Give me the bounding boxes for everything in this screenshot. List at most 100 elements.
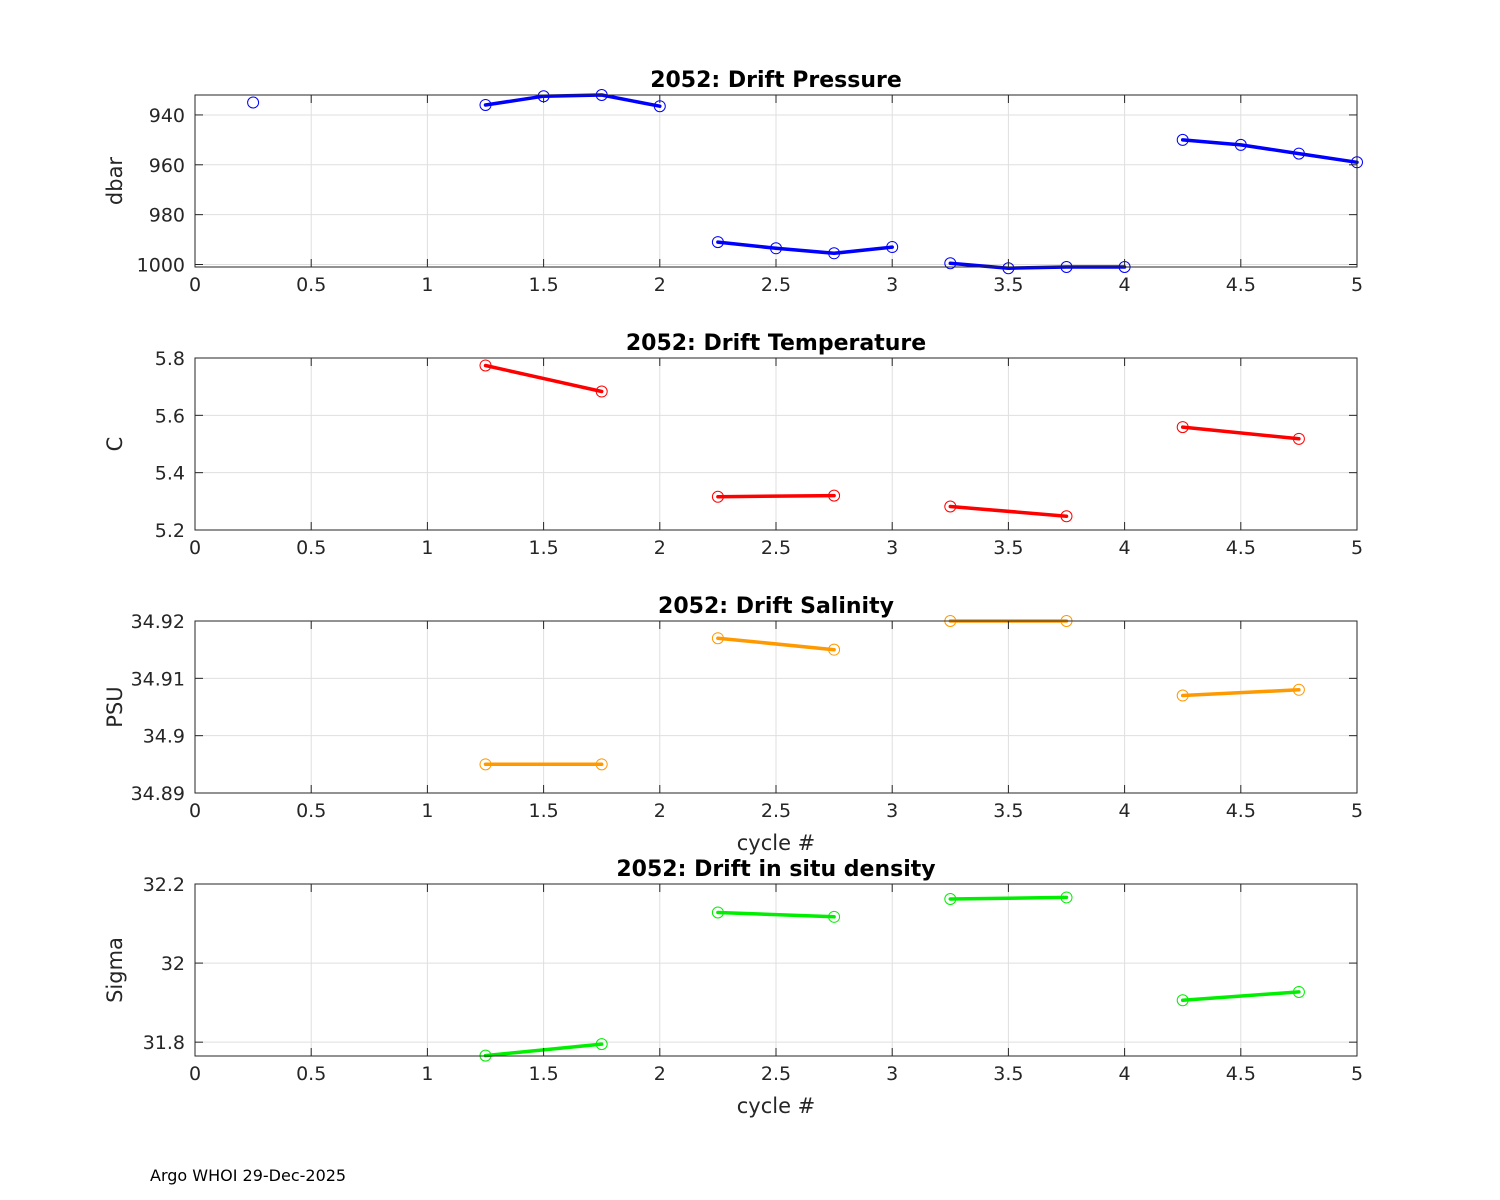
x-tick-label: 4 xyxy=(1119,800,1131,822)
y-axis-label: PSU xyxy=(103,686,127,727)
x-tick-label: 4.5 xyxy=(1226,537,1256,559)
x-tick-label: 3 xyxy=(886,1063,898,1085)
x-tick-label: 1 xyxy=(421,537,433,559)
y-tick-label: 34.91 xyxy=(131,668,185,690)
data-point-marker xyxy=(479,359,492,372)
data-point-marker xyxy=(828,247,841,260)
x-tick-label: 4 xyxy=(1119,537,1131,559)
series-line xyxy=(716,493,836,499)
data-point-marker xyxy=(828,910,841,923)
chart-title: 2052: Drift in situ density xyxy=(616,857,935,882)
x-tick-label: 3.5 xyxy=(993,800,1023,822)
data-point-marker xyxy=(944,500,957,513)
data-point-marker xyxy=(944,893,957,906)
data-point-marker xyxy=(711,632,724,645)
y-tick-label: 960 xyxy=(149,155,185,177)
y-tick-label: 34.92 xyxy=(131,611,185,633)
chart-panel-2: 0 0.5 1 1.5 2 2.5 3 3.5 4 4.5 5 5.2 5.4 5.6 5.8 2052: D… xyxy=(103,331,1363,559)
chart-title: 2052: Drift Temperature xyxy=(626,331,926,356)
x-tick-label: 0.5 xyxy=(296,537,326,559)
x-tick-label: 1.5 xyxy=(528,1063,558,1085)
series-line xyxy=(1180,990,1301,1002)
x-tick-label: 0.5 xyxy=(296,1063,326,1085)
y-tick-label: 5.2 xyxy=(155,520,185,542)
x-tick-label: 2 xyxy=(654,274,666,296)
x-tick-label: 3 xyxy=(886,537,898,559)
x-tick-label: 2.5 xyxy=(761,537,791,559)
data-point-marker xyxy=(1292,683,1305,696)
series-line xyxy=(716,910,836,919)
y-tick-label: 940 xyxy=(149,105,185,127)
chart-panel-3: 0 0.5 1 1.5 2 2.5 3 3.5 4 4.5 5 34.89 34.9 34.91 34.92… xyxy=(103,594,1363,855)
x-tick-label: 2 xyxy=(654,800,666,822)
series-line xyxy=(483,363,604,394)
y-axis-label: dbar xyxy=(103,157,127,206)
data-point-marker xyxy=(1060,510,1073,523)
x-tick-label: 4 xyxy=(1119,1063,1131,1085)
series-line xyxy=(483,93,662,108)
series-line xyxy=(948,504,1069,518)
x-tick-label: 4.5 xyxy=(1226,274,1256,296)
x-tick-label: 2.5 xyxy=(761,1063,791,1085)
y-tick-label: 1000 xyxy=(137,255,185,277)
x-tick-label: 2.5 xyxy=(761,274,791,296)
y-tick-label: 32.2 xyxy=(143,874,185,896)
data-point-marker xyxy=(595,1038,608,1051)
x-tick-label: 2 xyxy=(654,537,666,559)
data-point-marker xyxy=(711,490,724,503)
data-point-marker xyxy=(1176,994,1189,1007)
data-point-marker xyxy=(479,758,492,771)
y-tick-label: 34.9 xyxy=(143,726,185,748)
x-tick-label: 2 xyxy=(654,1063,666,1085)
y-axis-label: Sigma xyxy=(103,937,127,1003)
x-tick-label: 0 xyxy=(189,537,201,559)
chart-title: 2052: Drift Salinity xyxy=(658,594,894,619)
x-tick-label: 1 xyxy=(421,274,433,296)
series-line xyxy=(1180,425,1301,441)
x-tick-label: 4.5 xyxy=(1226,1063,1256,1085)
data-point-marker xyxy=(711,236,724,249)
y-tick-label: 5.6 xyxy=(155,405,185,427)
x-axis-label: cycle # xyxy=(737,831,816,855)
x-tick-label: 5 xyxy=(1351,800,1363,822)
data-point-marker xyxy=(828,643,841,656)
x-tick-label: 5 xyxy=(1351,274,1363,296)
x-tick-label: 0 xyxy=(189,800,201,822)
chart-panel-4: 0 0.5 1 1.5 2 2.5 3 3.5 4 4.5 5 31.8 32 32.2 2052: Dri… xyxy=(103,857,1363,1118)
x-tick-label: 4 xyxy=(1119,274,1131,296)
x-tick-label: 4.5 xyxy=(1226,800,1256,822)
x-tick-label: 0.5 xyxy=(296,274,326,296)
data-point-marker xyxy=(828,489,841,502)
x-tick-label: 5 xyxy=(1351,537,1363,559)
series-line xyxy=(948,895,1069,901)
x-tick-label: 0 xyxy=(189,274,201,296)
data-point-marker xyxy=(770,242,782,255)
x-tick-label: 3.5 xyxy=(993,537,1023,559)
y-axis-label: C xyxy=(103,437,127,452)
data-point-marker xyxy=(1292,432,1305,445)
x-tick-label: 3.5 xyxy=(993,274,1023,296)
x-tick-label: 1.5 xyxy=(528,800,558,822)
y-tick-label: 34.89 xyxy=(131,783,185,805)
x-tick-label: 3.5 xyxy=(993,1063,1023,1085)
series-line xyxy=(716,240,894,256)
y-tick-label: 980 xyxy=(149,205,185,227)
x-tick-label: 0.5 xyxy=(296,800,326,822)
y-tick-label: 5.8 xyxy=(155,348,185,370)
data-point-marker xyxy=(595,758,608,771)
chart-panel-1: 0 0.5 1 1.5 2 2.5 3 3.5 4 4.5 5 940 960 980 1000 2052: … xyxy=(103,68,1363,296)
data-point-marker xyxy=(886,241,899,254)
chart-title: 2052: Drift Pressure xyxy=(650,68,902,93)
data-point-marker xyxy=(247,96,260,109)
x-tick-label: 5 xyxy=(1351,1063,1363,1085)
data-point-marker xyxy=(944,257,957,270)
x-tick-label: 1.5 xyxy=(528,274,558,296)
data-point-marker xyxy=(1234,138,1247,151)
data-point-marker xyxy=(1292,985,1305,998)
series-line xyxy=(1180,688,1301,698)
series-line xyxy=(1180,138,1359,165)
y-tick-label: 31.8 xyxy=(143,1032,185,1054)
data-point-marker xyxy=(479,98,492,111)
footer-text: Argo WHOI 29-Dec-2025 xyxy=(150,1166,347,1185)
